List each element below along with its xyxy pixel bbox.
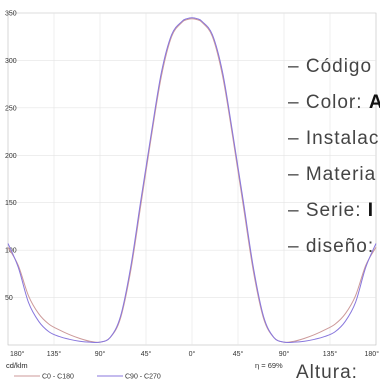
info-value: A [368, 92, 380, 113]
efficiency-label: η = 69% [255, 361, 283, 370]
product-info-panel: – Código – Color: A – Instalac – Materia – S… [288, 56, 380, 381]
height-label: Altura: [296, 362, 358, 381]
info-bullet: – [288, 128, 306, 149]
info-text: Instalac [305, 128, 380, 149]
info-bullet: – [288, 200, 306, 221]
y-tick-label: 300 [5, 58, 17, 65]
info-text: Materia [305, 164, 377, 185]
x-tick-label: 180° [10, 350, 25, 358]
x-tick-label: 0° [189, 350, 196, 358]
chart-grid [7, 12, 377, 346]
info-text: Color: [305, 92, 369, 113]
info-line: – diseño: [288, 236, 374, 258]
y-tick-label: 350 [5, 11, 17, 18]
info-bullet: – [288, 164, 306, 185]
info-bullet: – [288, 236, 306, 257]
info-line: – Código [288, 56, 372, 78]
x-tick-label: 180° [365, 350, 380, 358]
x-tick-label: 45° [141, 350, 152, 358]
x-tick-label: 90° [95, 350, 106, 358]
y-tick-label: 200 [5, 153, 17, 160]
x-tick-label: 135° [323, 350, 338, 358]
info-text: Código [305, 56, 373, 77]
info-line: – Materia [288, 164, 376, 186]
series-line-c0-c180 [7, 18, 377, 343]
y-tick-label: 150 [5, 200, 17, 207]
chart-series [7, 17, 377, 344]
series-line-c90-c270 [7, 17, 377, 344]
legend-label: C90 - C270 [125, 374, 161, 381]
legend-label: C0 - C180 [42, 374, 74, 381]
info-bullet: – [288, 56, 306, 77]
info-bullet: – [288, 92, 306, 113]
info-text: Serie: [305, 200, 368, 221]
info-value: I [367, 200, 375, 221]
unit-label: cd/klm [6, 361, 28, 370]
x-tick-label: 90° [279, 350, 290, 358]
x-axis-ticks: 180° 135° 90° 45° 0° 45° 90° 135° 180° [10, 350, 379, 358]
info-text: diseño: [305, 236, 375, 257]
y-tick-label: 250 [5, 105, 17, 112]
info-line: – Color: A [288, 92, 380, 114]
info-line: – Instalac [288, 128, 379, 150]
info-line: – Serie: I [288, 200, 374, 222]
x-tick-label: 45° [233, 350, 244, 358]
x-tick-label: 135° [47, 350, 62, 358]
y-tick-label: 50 [5, 295, 13, 302]
chart-legend: C0 - C180 C90 - C270 [14, 374, 161, 381]
